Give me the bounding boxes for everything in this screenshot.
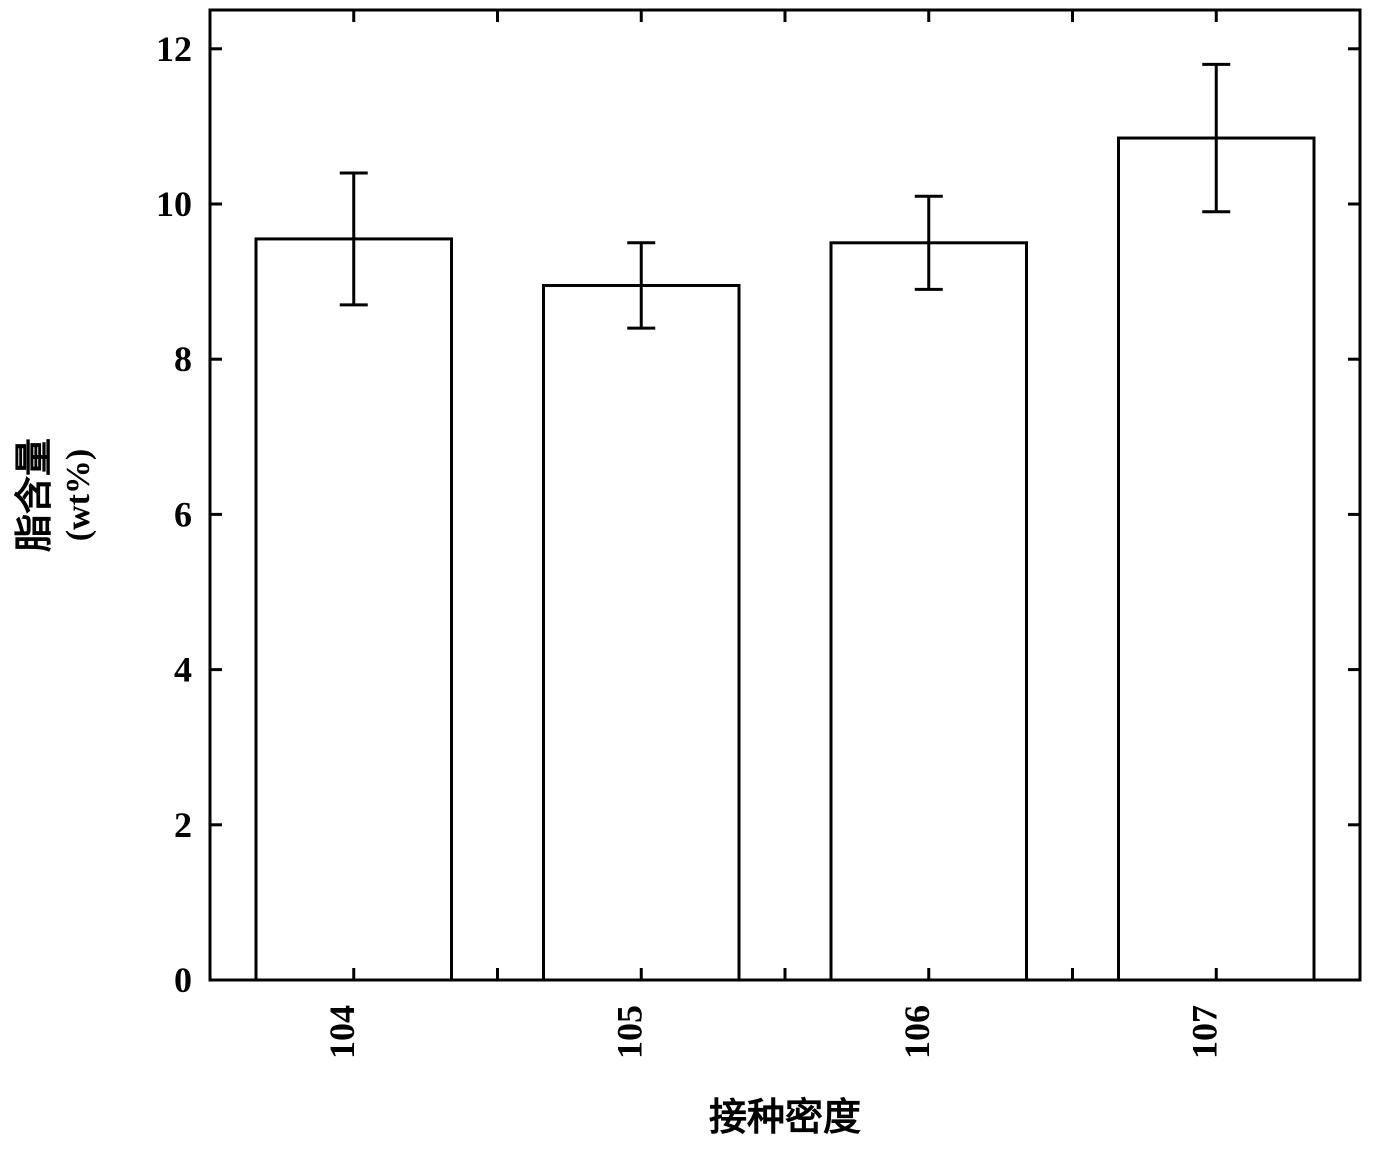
x-axis-label: 接种密度	[709, 1097, 861, 1139]
x-tick-label: 106	[897, 1005, 937, 1059]
x-tick-label: 105	[609, 1005, 649, 1059]
svg-text:(wt%): (wt%)	[60, 449, 97, 542]
svg-text:脂含量: 脂含量	[14, 438, 56, 552]
y-axis-label: 脂含量(wt%)	[14, 438, 97, 552]
x-tick-label: 104	[322, 1005, 362, 1059]
y-tick-label: 4	[174, 650, 192, 690]
x-tick-label: 107	[1184, 1005, 1224, 1059]
y-tick-label: 0	[174, 960, 192, 1000]
y-tick-label: 6	[174, 494, 192, 534]
y-tick-label: 2	[174, 805, 192, 845]
y-tick-label: 12	[156, 29, 192, 69]
bar	[256, 239, 452, 980]
bar	[1119, 138, 1315, 980]
bar-chart: 0 2 4 6 8 10 12 104 105 106 107 脂含量(wt%) 接种密度	[0, 0, 1384, 1163]
y-tick-label: 10	[156, 184, 192, 224]
y-tick-label: 8	[174, 339, 192, 379]
bar	[544, 285, 740, 980]
bar	[831, 243, 1027, 980]
chart-container: 0 2 4 6 8 10 12 104 105 106 107 脂含量(wt%) 接种密度	[0, 0, 1384, 1163]
